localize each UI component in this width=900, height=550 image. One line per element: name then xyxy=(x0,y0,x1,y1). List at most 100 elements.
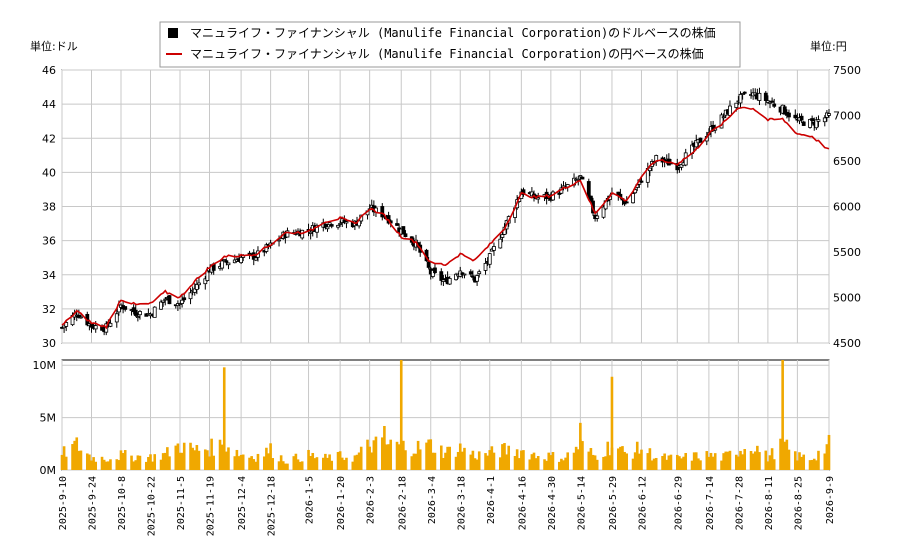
volume-bar xyxy=(298,461,302,470)
volume-bar xyxy=(159,459,163,470)
volume-bar xyxy=(182,442,186,470)
x-tick-label: 2026-1-20 xyxy=(336,476,347,530)
volume-bar xyxy=(549,455,553,470)
right-y-tick-label: 5500 xyxy=(833,246,861,259)
volume-bar xyxy=(737,456,740,470)
volume-spike-bar xyxy=(399,360,403,470)
volume-bar xyxy=(827,434,831,470)
volume-bar xyxy=(248,457,251,470)
candle-body xyxy=(738,93,743,104)
candle-body xyxy=(822,117,827,123)
legend: マニュライフ・ファイナンシャル (Manulife Financial Corp… xyxy=(159,21,741,68)
volume-bar xyxy=(517,458,521,470)
volume-bar xyxy=(486,455,489,470)
volume-bar xyxy=(315,457,319,470)
candle-body xyxy=(327,222,332,226)
volume-bar xyxy=(254,461,258,470)
volume-bar xyxy=(798,452,801,470)
volume-bar xyxy=(395,441,399,470)
volume-bar xyxy=(625,453,629,470)
candle-body xyxy=(152,306,157,318)
candle-body xyxy=(123,306,128,310)
volume-bar xyxy=(71,444,74,470)
volume-bar xyxy=(380,437,384,470)
volume-bar xyxy=(783,441,787,470)
volume-bar xyxy=(324,453,327,470)
candle-body xyxy=(224,260,229,263)
volume-bar xyxy=(572,452,576,470)
candle-body xyxy=(163,298,168,301)
candle-body xyxy=(679,164,684,168)
candle-body xyxy=(462,273,467,276)
candle-body xyxy=(578,175,583,178)
volume-bar xyxy=(92,457,95,470)
candle-body xyxy=(439,271,444,281)
candle-body xyxy=(557,192,562,195)
volume-bar xyxy=(368,446,371,470)
volume-bar xyxy=(663,453,666,470)
candle-body xyxy=(180,299,185,304)
candle-body xyxy=(380,206,385,218)
volume-bar xyxy=(593,455,597,470)
volume-bar xyxy=(454,456,458,470)
candle-body xyxy=(76,314,81,318)
volume-bar xyxy=(100,456,104,470)
volume-bar xyxy=(528,459,532,470)
candle-body xyxy=(433,267,437,274)
volume-bar xyxy=(370,452,374,470)
volume-bar xyxy=(174,445,178,470)
legend-usd-label: マニュライフ・ファイナンシャル (Manulife Financial Corp… xyxy=(190,25,716,40)
volume-bar xyxy=(355,454,359,470)
volume-bar xyxy=(62,446,66,470)
volume-bar xyxy=(534,458,538,470)
candle-body xyxy=(159,301,163,310)
volume-bar xyxy=(741,454,744,470)
volume-bar xyxy=(547,452,551,470)
x-tick-label: 2025-10-22 xyxy=(147,476,158,536)
left-y-tick-label: 46 xyxy=(42,64,56,77)
candle-body xyxy=(100,326,104,331)
volume-bar xyxy=(530,454,534,470)
volume-bar xyxy=(507,445,511,470)
volume-bar xyxy=(602,456,605,470)
candle-body xyxy=(728,105,732,116)
volume-bar xyxy=(751,453,755,470)
volume-bar xyxy=(640,449,643,470)
candle-body xyxy=(182,297,187,301)
volume-bar xyxy=(277,461,281,470)
volume-bar xyxy=(785,439,789,470)
candle-body xyxy=(138,311,142,316)
right-y-tick-label: 6000 xyxy=(833,201,861,214)
candle-body xyxy=(336,224,340,228)
volume-bar xyxy=(488,450,492,470)
volume-bar xyxy=(366,439,369,470)
candle-body xyxy=(222,259,227,262)
volume-bar xyxy=(444,452,447,470)
volume-bar xyxy=(166,447,169,470)
volume-bar xyxy=(587,451,591,470)
volume-bar xyxy=(684,452,688,470)
volume-bar xyxy=(85,453,89,470)
volume-bar xyxy=(374,436,378,470)
volume-bar xyxy=(536,456,540,470)
x-tick-label: 2025-10-8 xyxy=(117,476,128,530)
volume-bar xyxy=(241,454,245,470)
volume-bar xyxy=(284,463,287,470)
volume-bar xyxy=(661,456,664,470)
left-y-tick-label: 32 xyxy=(42,303,56,316)
candle-body xyxy=(401,226,406,235)
x-tick-label: 2025-11-19 xyxy=(206,476,217,536)
candle-body xyxy=(576,178,581,181)
volume-bar xyxy=(130,455,133,470)
volume-bar xyxy=(359,446,363,470)
volume-bar xyxy=(210,438,213,470)
volume-bar xyxy=(123,450,127,470)
volume-bar xyxy=(562,460,565,470)
volume-bar xyxy=(808,460,812,470)
volume-bar xyxy=(107,461,110,470)
candle-body xyxy=(801,121,806,126)
volume-bar xyxy=(692,452,696,470)
volume-bar xyxy=(286,463,289,470)
candle-body xyxy=(430,270,435,277)
volume-bar xyxy=(163,452,167,470)
